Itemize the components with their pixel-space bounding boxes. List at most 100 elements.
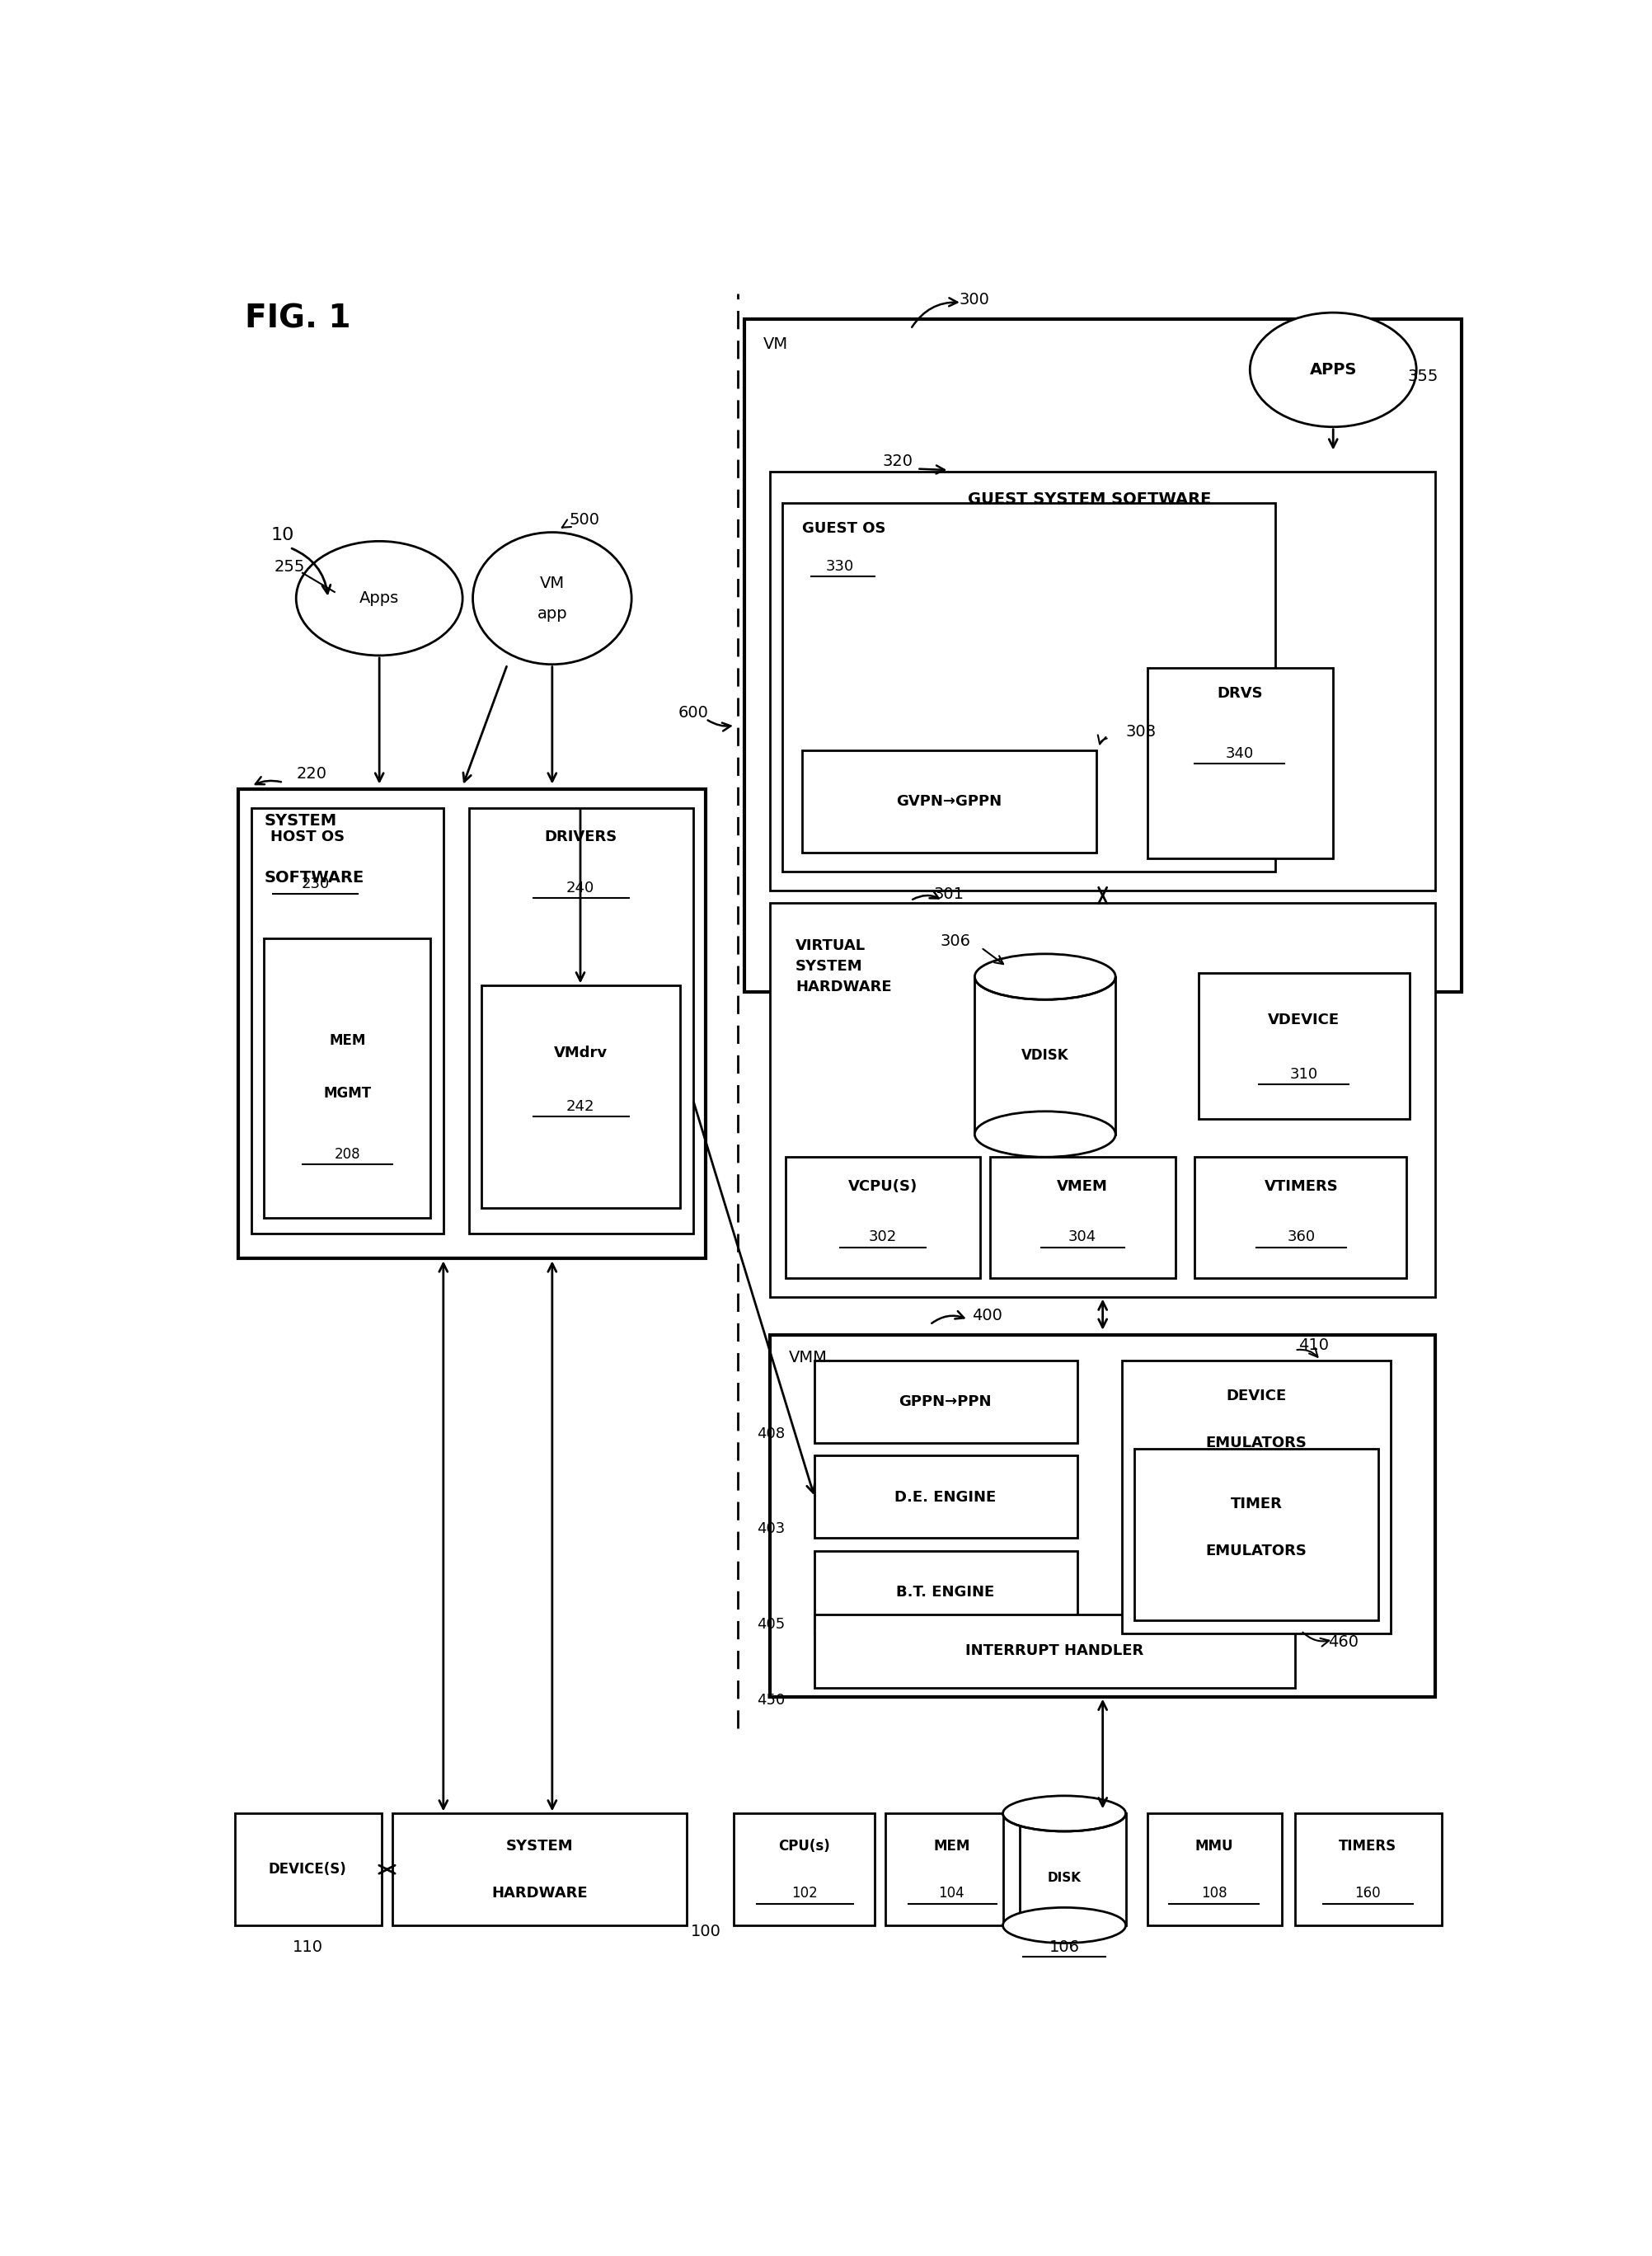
Text: 360: 360 (1287, 1230, 1315, 1245)
Text: HOST OS: HOST OS (271, 830, 345, 844)
Text: 310: 310 (1290, 1067, 1318, 1083)
Text: VIRTUAL
SYSTEM
HARDWARE: VIRTUAL SYSTEM HARDWARE (796, 938, 892, 995)
Text: 230: 230 (301, 878, 329, 891)
Text: 306: 306 (940, 934, 971, 950)
Text: Apps: Apps (360, 591, 400, 607)
Text: 302: 302 (869, 1230, 897, 1245)
Text: 400: 400 (973, 1308, 1003, 1324)
Text: GUEST OS: GUEST OS (801, 521, 885, 537)
Bar (814, 1550, 1077, 1633)
Text: 408: 408 (757, 1426, 785, 1442)
Bar (733, 1814, 876, 1924)
Text: VDEVICE: VDEVICE (1267, 1013, 1340, 1026)
Text: 330: 330 (826, 559, 854, 573)
Text: TIMERS: TIMERS (1338, 1839, 1396, 1854)
Bar (885, 1814, 1019, 1924)
Bar (1135, 1448, 1378, 1620)
Bar (770, 902, 1436, 1297)
Text: DRVS: DRVS (1218, 686, 1262, 702)
Text: 104: 104 (938, 1886, 965, 1902)
Text: 208: 208 (334, 1146, 360, 1162)
Text: DISK: DISK (1047, 1872, 1080, 1884)
Text: 304: 304 (1069, 1230, 1097, 1245)
Bar (770, 1336, 1436, 1697)
Ellipse shape (1251, 314, 1416, 426)
Text: 242: 242 (567, 1099, 595, 1114)
Bar (392, 1814, 687, 1924)
Text: B.T. ENGINE: B.T. ENGINE (895, 1586, 995, 1600)
Text: 106: 106 (1049, 1940, 1079, 1954)
Text: MEM: MEM (329, 1033, 365, 1047)
Bar (801, 751, 1097, 853)
Bar (814, 1360, 1077, 1444)
Bar (1148, 668, 1333, 860)
Text: 110: 110 (292, 1940, 322, 1954)
Text: VMEM: VMEM (1057, 1180, 1108, 1193)
Text: 301: 301 (933, 887, 965, 902)
Bar (814, 1455, 1077, 1539)
Text: D.E. ENGINE: D.E. ENGINE (894, 1489, 996, 1505)
Text: 102: 102 (791, 1886, 818, 1902)
Bar (264, 938, 431, 1218)
Text: 410: 410 (1298, 1338, 1330, 1354)
Bar (783, 503, 1275, 871)
Text: VM: VM (763, 336, 788, 352)
Bar (990, 1157, 1176, 1277)
Text: DEVICE(S): DEVICE(S) (269, 1861, 347, 1877)
Text: app: app (537, 607, 567, 620)
Text: 220: 220 (296, 765, 327, 781)
Text: 600: 600 (677, 704, 709, 720)
Text: 355: 355 (1408, 368, 1439, 384)
Bar (1295, 1814, 1442, 1924)
Text: SOFTWARE: SOFTWARE (264, 871, 363, 887)
Text: VDISK: VDISK (1021, 1049, 1069, 1063)
Text: 255: 255 (274, 559, 306, 575)
Text: EMULATORS: EMULATORS (1206, 1435, 1307, 1451)
Text: DRIVERS: DRIVERS (544, 830, 616, 844)
Text: 10: 10 (271, 526, 294, 544)
Text: 308: 308 (1127, 724, 1156, 740)
Text: GPPN→PPN: GPPN→PPN (899, 1394, 991, 1410)
Bar (814, 1615, 1295, 1687)
Text: 460: 460 (1328, 1633, 1358, 1649)
Text: 320: 320 (882, 453, 914, 469)
Text: VMM: VMM (790, 1349, 828, 1365)
Text: VM: VM (540, 575, 565, 591)
Text: 340: 340 (1226, 747, 1254, 760)
Text: TIMER: TIMER (1231, 1496, 1282, 1512)
Text: VMdrv: VMdrv (553, 1045, 608, 1060)
Bar (743, 318, 1462, 993)
Ellipse shape (1003, 1796, 1125, 1832)
Bar (482, 986, 681, 1207)
Bar (235, 1814, 382, 1924)
Text: MGMT: MGMT (324, 1085, 372, 1101)
Text: MMU: MMU (1194, 1839, 1234, 1854)
Ellipse shape (1003, 1909, 1125, 1942)
Text: 100: 100 (691, 1924, 720, 1940)
Text: 108: 108 (1201, 1886, 1227, 1902)
Text: HARDWARE: HARDWARE (491, 1886, 588, 1902)
Bar (1148, 1814, 1282, 1924)
Bar (1194, 1157, 1406, 1277)
Text: 160: 160 (1355, 1886, 1381, 1902)
Ellipse shape (296, 541, 463, 656)
Text: GVPN→GPPN: GVPN→GPPN (897, 794, 1001, 810)
Text: 450: 450 (757, 1692, 785, 1708)
Text: GUEST SYSTEM SOFTWARE: GUEST SYSTEM SOFTWARE (968, 492, 1211, 508)
Text: FIG. 1: FIG. 1 (244, 302, 350, 334)
Ellipse shape (472, 532, 631, 663)
Text: 403: 403 (757, 1523, 785, 1536)
Bar (251, 808, 443, 1234)
Text: 405: 405 (757, 1618, 785, 1631)
Text: EMULATORS: EMULATORS (1206, 1543, 1307, 1559)
Text: SYSTEM: SYSTEM (264, 812, 337, 828)
Text: INTERRUPT HANDLER: INTERRUPT HANDLER (965, 1645, 1143, 1658)
Text: VCPU(S): VCPU(S) (847, 1180, 917, 1193)
Text: 240: 240 (567, 880, 595, 896)
Text: DEVICE: DEVICE (1226, 1387, 1287, 1403)
Ellipse shape (975, 1112, 1115, 1157)
Ellipse shape (975, 954, 1115, 999)
Text: MEM: MEM (933, 1839, 970, 1854)
Bar (785, 1157, 980, 1277)
Text: 500: 500 (568, 512, 600, 528)
